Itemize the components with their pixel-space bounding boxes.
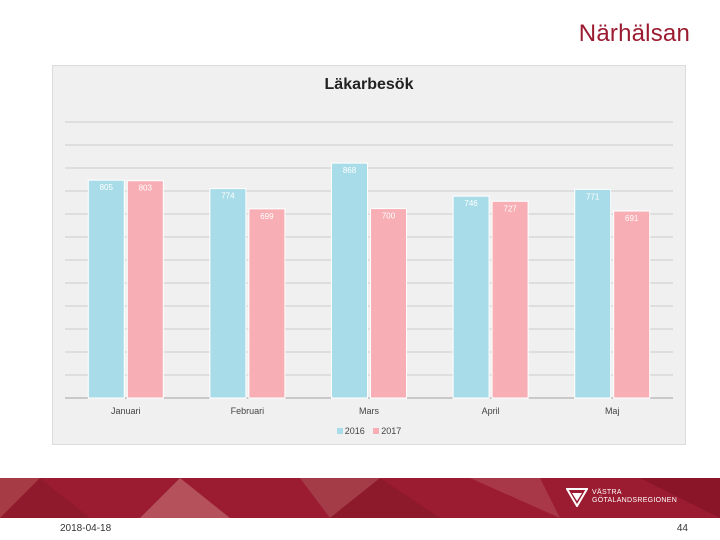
footer-band [0, 478, 720, 518]
bar-2017-maj [613, 210, 651, 399]
bar-2016-januari [87, 179, 125, 399]
data-label: 746 [464, 199, 478, 208]
x-tick-label: Januari [111, 406, 141, 416]
x-tick-label: Februari [231, 406, 265, 416]
bar-chart: 805 803 Januari 774 699 Februari 868 700 Mars 746… [65, 121, 673, 416]
bar-2017-februari [248, 208, 286, 399]
page-number: 44 [676, 523, 688, 534]
chart-area: Läkarbesök 805 803 Januari 774 699 Februari 86… [52, 65, 686, 445]
bar-2017-mars [370, 208, 407, 399]
brand-logo-text: Närhälsan [578, 20, 690, 47]
footer-band-graphic [0, 478, 720, 518]
legend-swatch-2017 [373, 428, 380, 434]
bar-2016-maj [574, 188, 612, 399]
legend-label-2017: 2017 [381, 426, 402, 436]
data-label: 771 [586, 192, 600, 201]
slide-date: 2018-04-18 [60, 523, 112, 534]
bar-2017-april [491, 200, 529, 399]
data-label: 868 [343, 166, 357, 175]
data-label: 691 [625, 214, 639, 223]
logo-line-2: GÖTALANDSREGIONEN [592, 497, 678, 504]
data-label: 727 [503, 204, 517, 213]
data-label: 699 [260, 212, 274, 221]
legend-swatch-2016 [336, 428, 343, 434]
data-label: 805 [100, 183, 114, 192]
vgr-logo-icon [566, 488, 588, 507]
vgr-logo-text: VÄSTRA GÖTALANDSREGIONEN [592, 489, 677, 505]
vgr-logo: VÄSTRA GÖTALANDSREGIONEN [566, 487, 677, 507]
bar-2016-februari [209, 188, 247, 399]
data-label: 700 [382, 212, 396, 221]
legend-label-2016: 2016 [344, 426, 365, 436]
data-label: 803 [139, 184, 153, 193]
bar-2016-mars [331, 162, 368, 399]
legend-item-2016: 2016 [336, 426, 365, 436]
chart-legend: 2016 2017 [53, 426, 685, 436]
bar-2016-april [452, 195, 490, 399]
x-tick-label: Mars [359, 406, 379, 416]
data-label: 774 [221, 192, 235, 201]
bar-2017-januari [126, 180, 164, 399]
footer-facet-2 [0, 478, 90, 518]
logo-line-1: VÄSTRA [592, 489, 622, 496]
x-tick-label: April [482, 406, 500, 416]
footer-facet-6 [470, 478, 560, 518]
footer-facet-5 [330, 478, 440, 518]
footer-facet-3 [140, 478, 230, 518]
chart-title: Läkarbesök [324, 76, 414, 93]
x-tick-label: Maj [605, 406, 620, 416]
footer-facet-7 [640, 478, 720, 518]
legend-item-2017: 2017 [373, 426, 401, 436]
footer-facet-4 [300, 478, 380, 518]
